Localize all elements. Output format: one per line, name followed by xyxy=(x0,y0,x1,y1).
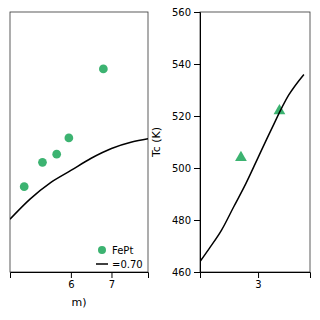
scatter-point xyxy=(99,65,108,74)
y-tick-label: 460 xyxy=(172,267,191,278)
y-tick: 460 xyxy=(172,267,200,278)
x-axis-title: m) xyxy=(71,296,86,309)
x-tick: 7 xyxy=(109,272,115,290)
y-tick-mark xyxy=(194,116,200,117)
scatter-point xyxy=(20,182,29,191)
y-tick-mark xyxy=(194,168,200,169)
plot-area xyxy=(200,74,304,261)
panel: 67m)FePt=0.70 xyxy=(10,12,149,309)
x-tick-mark xyxy=(71,272,72,278)
x-tick-mark xyxy=(111,272,112,278)
scatter-point xyxy=(235,151,247,161)
y-axis-title: Tc (K) xyxy=(150,127,163,158)
legend: FePt =0.70 xyxy=(96,245,143,270)
y-tick: 540 xyxy=(172,59,200,70)
y-axis: 460 480 500 520 540 560 xyxy=(172,7,201,278)
legend-symbol xyxy=(98,246,106,254)
x-tick: 6 xyxy=(68,272,74,290)
legend-label: FePt xyxy=(112,245,133,256)
x-tick-label: 3 xyxy=(255,279,261,290)
x-axis: 67 xyxy=(11,272,149,290)
plot-area xyxy=(10,65,148,220)
y-tick-label: 480 xyxy=(172,215,191,226)
scatter-point xyxy=(38,158,47,167)
chart: 67m)FePt=0.703460480500520540560Tc (K) xyxy=(0,0,320,320)
y-tick-mark xyxy=(194,12,200,13)
series-line xyxy=(10,139,148,219)
y-tick: 500 xyxy=(172,163,200,174)
scatter-point xyxy=(52,150,61,159)
y-tick-label: 520 xyxy=(172,111,191,122)
y-tick-label: 540 xyxy=(172,59,191,70)
y-tick: 520 xyxy=(172,111,200,122)
y-tick-mark xyxy=(194,220,200,221)
series-line xyxy=(200,74,304,261)
legend-item: FePt xyxy=(98,245,133,256)
y-tick-label: 560 xyxy=(172,7,191,18)
axis-line xyxy=(201,273,311,279)
y-tick-mark xyxy=(194,64,200,65)
panel: 3 460 480 500 520 540 560 Tc (K) xyxy=(150,7,311,290)
x-tick-label: 7 xyxy=(109,279,115,290)
x-tick-mark xyxy=(258,272,259,278)
plot-frame xyxy=(10,12,148,272)
legend-label: =0.70 xyxy=(112,259,143,270)
plot-frame xyxy=(200,12,310,272)
y-tick: 560 xyxy=(172,7,200,18)
y-tick: 480 xyxy=(172,215,200,226)
x-axis: 3 xyxy=(201,272,311,290)
y-tick-mark xyxy=(194,272,200,273)
y-tick-label: 500 xyxy=(172,163,191,174)
axis-line xyxy=(11,273,149,279)
x-tick-label: 6 xyxy=(68,279,74,290)
scatter-point xyxy=(64,134,73,143)
legend-symbol xyxy=(96,263,108,265)
axis-line xyxy=(194,13,201,273)
legend-item: =0.70 xyxy=(96,259,143,270)
x-tick: 3 xyxy=(255,272,261,290)
